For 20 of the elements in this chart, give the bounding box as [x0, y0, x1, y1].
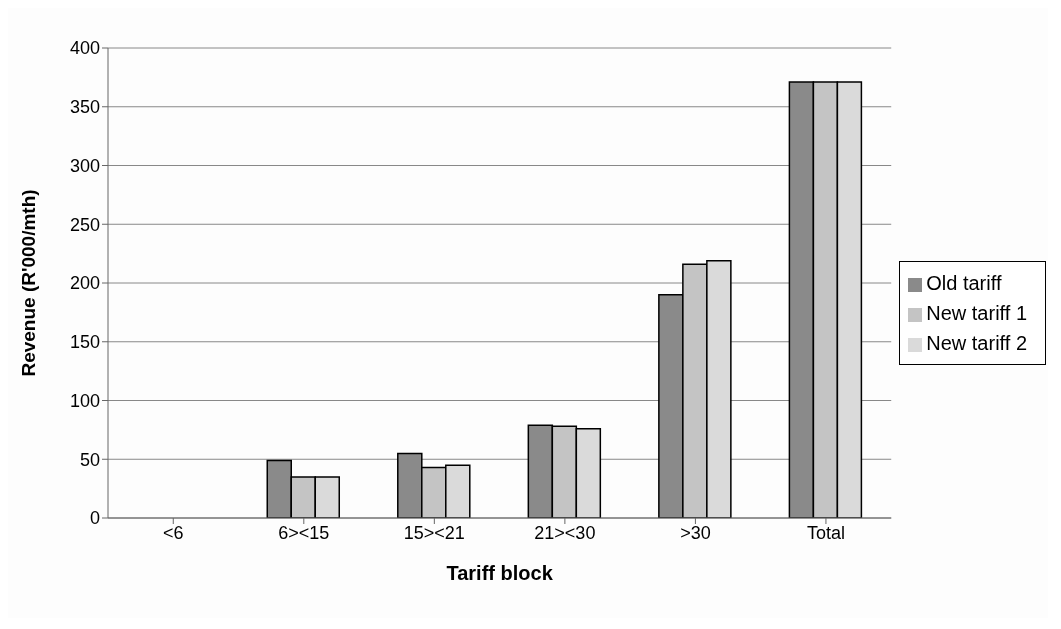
y-tick-label: 150 — [69, 332, 100, 353]
y-tick-label: 350 — [69, 97, 100, 118]
y-axis-title: Revenue (R'000/mth) — [17, 189, 39, 377]
x-tick-label: Total — [806, 522, 845, 543]
legend-label: Old tariff — [926, 272, 1002, 294]
x-tick-label: <6 — [163, 522, 184, 543]
legend-label: New tariff 2 — [926, 332, 1027, 354]
y-tick-label: 250 — [69, 214, 100, 235]
x-axis-title: Tariff block — [446, 562, 554, 584]
y-tick-label: 200 — [69, 273, 100, 294]
y-tick-label: 0 — [89, 508, 100, 529]
y-tick-label: 100 — [69, 390, 100, 411]
x-tick-label: 15><21 — [403, 522, 465, 543]
y-tick-label: 300 — [69, 155, 100, 176]
y-tick-label: 400 — [69, 38, 100, 59]
x-tick-label: 21><30 — [534, 522, 596, 543]
x-tick-label: >30 — [680, 522, 711, 543]
y-tick-label: 50 — [79, 449, 100, 470]
x-tick-label: 6><15 — [278, 522, 330, 543]
legend-label: New tariff 1 — [926, 302, 1027, 324]
